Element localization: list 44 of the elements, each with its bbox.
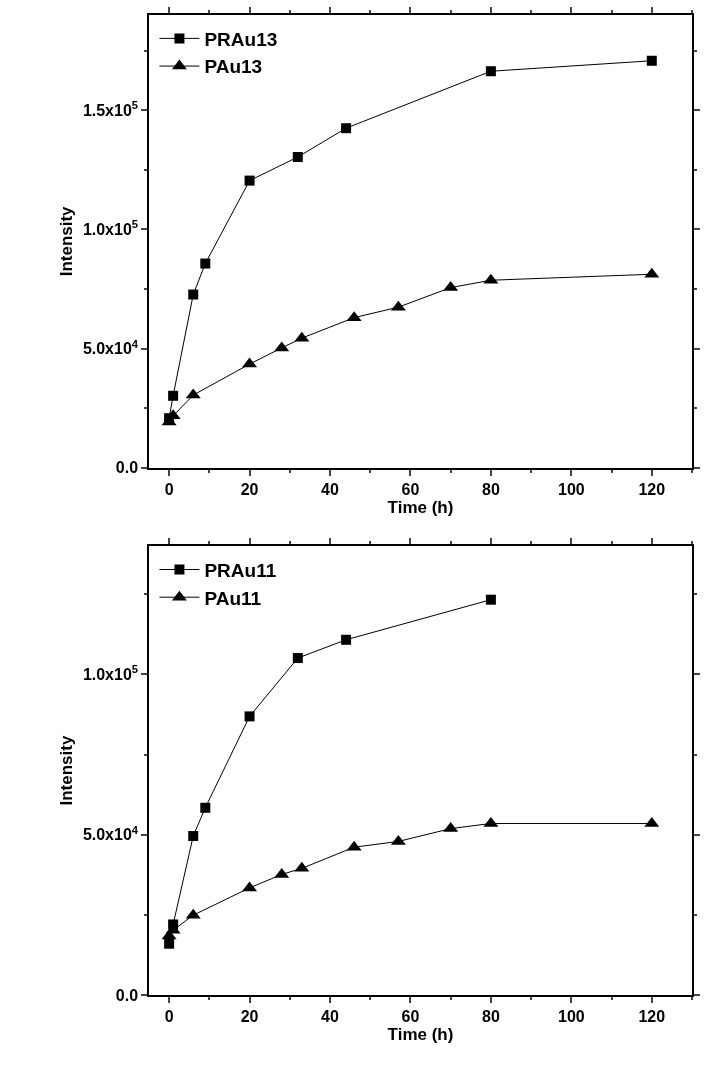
x-tick-label: 120 [638,1007,666,1025]
y-tick-label: 1.5x10$^{5}$ [82,99,139,119]
x-tick-label: 40 [321,1007,339,1025]
x-axis-title: Time (h) [387,497,454,517]
point [200,802,211,813]
point [485,66,496,77]
x-tick-label: 120 [638,480,666,498]
y-tick-label: 0.0 [115,459,139,477]
x-tick-label: 100 [557,1007,585,1025]
x-tick-label: 60 [401,1007,420,1025]
y-tick-label: 0.0 [115,986,139,1004]
point [200,258,211,269]
point [168,390,179,401]
point [188,289,199,300]
x-tick-label: 60 [401,480,420,498]
point [646,55,657,66]
point [244,711,255,722]
legend-label: PAu13 [204,56,263,78]
x-tick-label: 80 [481,1007,500,1025]
legend-label: PRAu11 [204,559,277,581]
legend-label: PAu11 [204,587,262,609]
x-tick-label: 0 [164,480,174,498]
point [292,152,303,163]
y-axis-title: Intensity [56,205,76,277]
point [292,653,303,664]
point [485,594,496,605]
y-tick-label: 5.0x10$^{4}$ [82,823,139,844]
x-tick-label: 20 [240,1007,259,1025]
point [244,175,255,186]
x-tick-label: 20 [240,480,259,498]
y-axis-title: Intensity [56,735,76,806]
x-tick-label: 40 [321,480,339,498]
legend-label: PRAu13 [204,28,278,50]
x-tick-label: 80 [481,480,500,498]
point [341,634,352,645]
point [164,938,175,949]
y-tick-label: 1.0x10$^{5}$ [82,218,139,239]
x-tick-label: 100 [557,480,585,498]
y-tick-label: 5.0x10$^{4}$ [82,337,139,358]
point [188,830,199,841]
x-tick-label: 0 [164,1007,174,1025]
point [341,123,352,134]
x-axis-title: Time (h) [387,1024,454,1044]
y-tick-label: 1.0x10$^{5}$ [82,663,139,683]
